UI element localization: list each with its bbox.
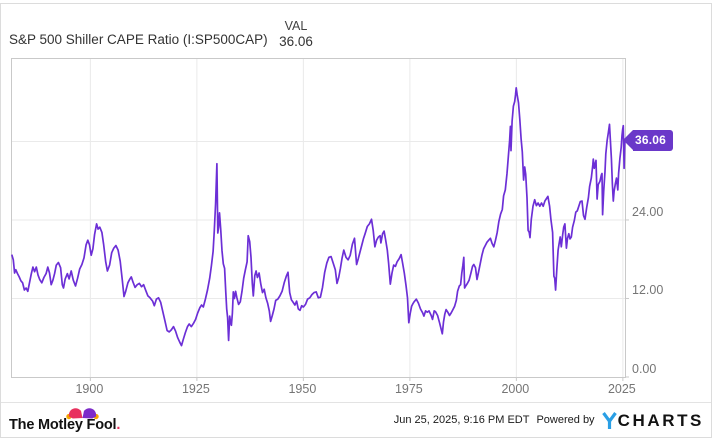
cape-ratio-line[interactable] (11, 86, 626, 347)
ycharts-wordmark: CHARTS (617, 410, 704, 430)
x-axis-label: 2025 (607, 382, 636, 396)
x-axis-label: 1950 (288, 382, 317, 396)
powered-by-label: Powered by (536, 414, 595, 426)
brand-period: . (116, 417, 121, 433)
motley-fool-wordmark: The Motley Fool. (9, 417, 121, 433)
plot-svg (11, 59, 629, 381)
x-axis-label: 2000 (501, 382, 530, 396)
y-axis-label: 12.00 (632, 283, 664, 298)
footer-bar: The Motley Fool. Jun 25, 2025, 9:16 PM E… (1, 402, 711, 437)
jester-hat-icon (66, 408, 99, 420)
ycharts-embed-widget: S&P 500 Shiller CAPE Ratio (I:SP500CAP) … (0, 3, 712, 438)
footer-right: Jun 25, 2025, 9:16 PM EDT Powered by CHA… (394, 412, 704, 429)
tag-arrow-icon (623, 130, 633, 151)
tag-value: 36.06 (633, 129, 674, 151)
motley-fool-logo[interactable]: The Motley Fool. (9, 404, 129, 436)
val-column: VAL 36.06 (273, 19, 319, 49)
ycharts-logo[interactable]: CHARTS (601, 410, 704, 430)
plot-area[interactable] (11, 58, 629, 381)
x-axis-label: 1925 (181, 382, 210, 396)
chart-title: S&P 500 Shiller CAPE Ratio (I:SP500CAP) (9, 32, 268, 47)
y-axis-label: 24.00 (632, 204, 664, 219)
timestamp: Jun 25, 2025, 9:16 PM EDT (393, 414, 530, 426)
x-axis-label: 1975 (394, 382, 423, 396)
val-current-value: 36.06 (279, 34, 313, 49)
last-value-tag: 36.06 (623, 129, 674, 151)
val-column-header: VAL (284, 19, 308, 33)
y-axis-label: 0.00 (632, 362, 657, 376)
ycharts-y-icon (601, 411, 617, 429)
x-axis-label: 1900 (75, 382, 104, 396)
